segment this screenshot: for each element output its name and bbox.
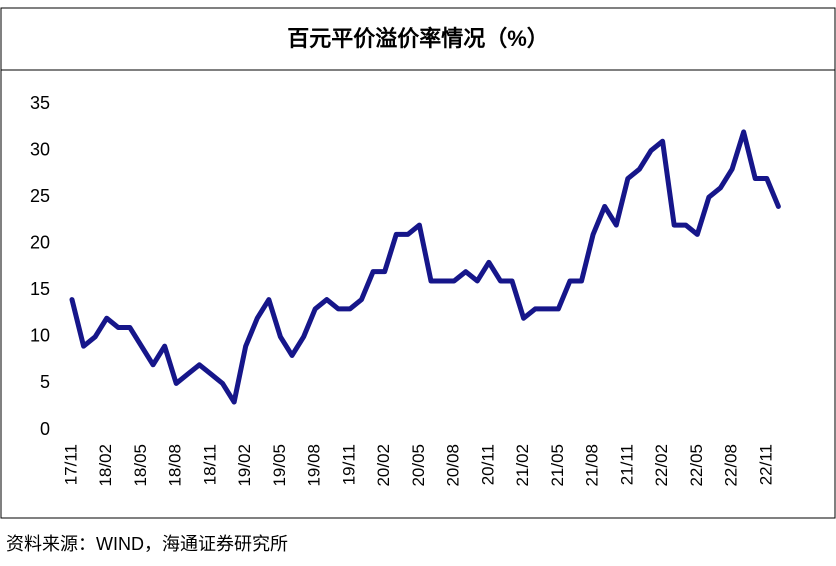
x-tick-label: 20/11 xyxy=(478,444,497,485)
y-tick-label: 10 xyxy=(30,326,50,346)
x-tick-label: 20/08 xyxy=(444,444,463,487)
source-note: 资料来源：WIND，海通证券研究所 xyxy=(6,534,288,554)
x-tick-label: 19/02 xyxy=(235,444,254,487)
x-tick-label: 18/08 xyxy=(166,444,185,487)
x-tick-label: 19/11 xyxy=(339,444,358,485)
y-tick-label: 35 xyxy=(30,93,50,113)
frame xyxy=(0,7,836,519)
x-tick-label: 19/05 xyxy=(270,444,289,487)
x-tick-label: 17/11 xyxy=(61,444,80,485)
x-tick-label: 20/02 xyxy=(374,444,393,487)
y-tick-label: 20 xyxy=(30,232,50,252)
y-tick-label: 15 xyxy=(30,279,50,299)
x-tick-label: 18/05 xyxy=(131,444,150,487)
x-tick-label: 22/05 xyxy=(687,444,706,487)
x-tick-label: 19/08 xyxy=(305,444,324,487)
x-tick-label: 22/08 xyxy=(722,444,741,487)
x-tick-label: 21/11 xyxy=(617,444,636,485)
y-tick-label: 5 xyxy=(40,372,50,392)
x-tick-label: 21/02 xyxy=(513,444,532,487)
x-tick-label: 18/02 xyxy=(96,444,115,487)
y-tick-label: 30 xyxy=(30,139,50,159)
x-tick-label: 18/11 xyxy=(200,444,219,485)
y-tick-label: 0 xyxy=(40,419,50,439)
x-tick-label: 22/11 xyxy=(756,444,775,485)
x-tick-label: 21/08 xyxy=(583,444,602,487)
x-tick-label: 21/05 xyxy=(548,444,567,487)
y-tick-label: 25 xyxy=(30,186,50,206)
data-line xyxy=(69,129,781,405)
x-tick-label: 22/02 xyxy=(652,444,671,487)
x-tick-label: 20/05 xyxy=(409,444,428,487)
chart-title: 百元平价溢价率情况（%） xyxy=(287,26,549,51)
